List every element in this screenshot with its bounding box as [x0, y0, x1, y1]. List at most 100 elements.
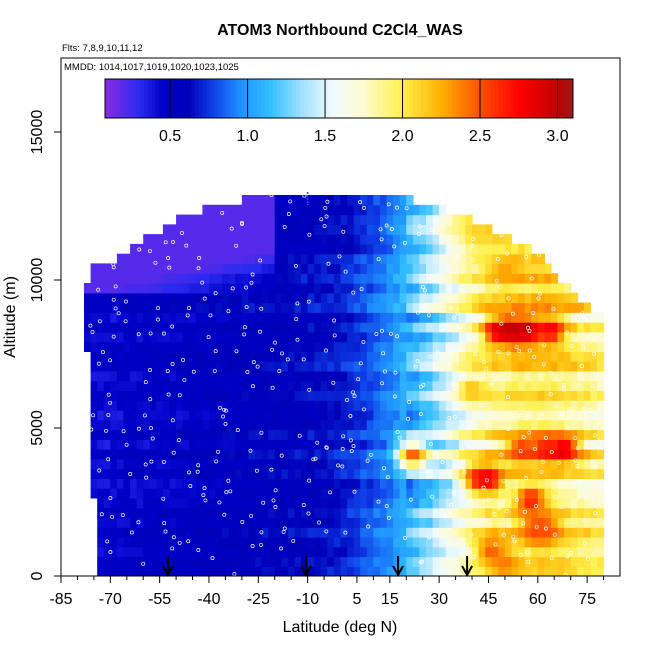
- sample-point: [356, 377, 361, 382]
- heat-cell: [340, 556, 348, 567]
- heat-cell: [504, 409, 513, 421]
- heat-cell: [511, 507, 519, 518]
- y-axis-label: Altitude (m): [2, 276, 19, 358]
- heat-cell: [419, 292, 427, 304]
- sample-point: [499, 233, 504, 238]
- heat-cell: [314, 204, 322, 216]
- colorbar-segment: [229, 79, 235, 118]
- heat-cell: [452, 507, 460, 518]
- heat-cell: [412, 507, 420, 518]
- heat-cell: [136, 497, 144, 509]
- heat-cell: [550, 331, 559, 343]
- heat-cell: [314, 224, 322, 235]
- sample-point: [568, 408, 573, 413]
- heat-cell: [550, 409, 559, 421]
- colorbar-segment: [385, 79, 391, 118]
- heat-cell: [189, 566, 197, 576]
- sample-point: [525, 550, 530, 555]
- heat-cell: [116, 468, 125, 479]
- sample-point: [208, 313, 213, 318]
- heat-cell: [550, 536, 559, 548]
- heat-cell: [412, 253, 420, 265]
- sample-point: [180, 230, 184, 235]
- heat-cell: [366, 195, 374, 206]
- heat-cell: [281, 458, 289, 470]
- heat-cell: [255, 253, 263, 265]
- heat-cell: [380, 507, 388, 518]
- sample-point: [143, 380, 148, 385]
- heat-cell: [590, 449, 598, 460]
- heat-cell: [550, 468, 559, 479]
- heat-cell: [393, 409, 401, 421]
- heat-cell: [491, 449, 499, 460]
- heat-cell: [274, 517, 282, 528]
- heat-cell: [373, 527, 381, 538]
- heat-cell: [307, 204, 315, 216]
- heat-cell: [583, 478, 591, 489]
- heat-cell: [228, 390, 236, 401]
- heat-cell: [261, 322, 269, 333]
- heat-cell: [320, 361, 328, 372]
- heat-cell: [130, 449, 138, 460]
- heat-cell: [103, 341, 111, 352]
- heat-cell: [327, 370, 335, 382]
- heat-cell: [478, 517, 486, 528]
- colorbar-segment: [112, 79, 118, 118]
- colorbar-segment: [307, 79, 313, 118]
- sample-point: [331, 380, 336, 385]
- heat-cell: [465, 468, 473, 479]
- heat-cell: [504, 556, 513, 567]
- heat-cell: [564, 458, 572, 470]
- sample-point: [171, 450, 176, 455]
- heat-cell: [399, 566, 407, 576]
- sample-point: [484, 478, 489, 483]
- heat-cell: [412, 292, 420, 304]
- heat-cell: [294, 419, 302, 431]
- heat-cell: [478, 546, 486, 558]
- heat-cell: [123, 331, 131, 343]
- heat-cell: [557, 488, 565, 499]
- heat-cell: [327, 224, 335, 235]
- heat-cell: [116, 419, 125, 431]
- sample-point: [452, 315, 457, 320]
- heat-cell: [97, 390, 105, 401]
- heat-cell: [97, 468, 105, 479]
- heat-cell: [583, 488, 591, 499]
- heat-cell: [268, 361, 276, 372]
- heat-cell: [537, 283, 545, 294]
- heat-cell: [524, 292, 532, 304]
- heat-cell: [360, 361, 368, 372]
- heat-cell: [373, 429, 381, 440]
- heat-cell: [182, 507, 190, 518]
- sample-point: [362, 206, 366, 210]
- heat-cell: [399, 361, 407, 372]
- heat-cell: [136, 292, 144, 304]
- heat-cell: [287, 517, 296, 528]
- sample-point: [521, 521, 526, 526]
- heat-cell: [583, 312, 591, 323]
- heat-cell: [235, 390, 243, 401]
- heat-cell: [564, 468, 572, 479]
- heat-cell: [294, 478, 302, 489]
- heat-cell: [472, 536, 480, 548]
- heat-cell: [386, 331, 394, 343]
- heat-cell: [248, 497, 256, 509]
- heat-cell: [386, 507, 394, 518]
- heat-cell: [511, 253, 519, 265]
- heat-cell: [399, 468, 407, 479]
- heat-cell: [162, 468, 171, 479]
- heat-cell: [143, 234, 151, 245]
- sample-point: [349, 449, 354, 454]
- heat-cell: [518, 263, 526, 274]
- colorbar-segment: [186, 79, 192, 118]
- heat-cell: [287, 263, 296, 274]
- heat-cell: [366, 546, 374, 558]
- colorbar-segment: [557, 79, 562, 118]
- heat-cell: [314, 341, 322, 352]
- heat-cell: [209, 370, 217, 382]
- heat-cell: [537, 439, 545, 450]
- heat-cell: [202, 312, 210, 323]
- heat-cell: [287, 556, 296, 567]
- heat-cell: [452, 341, 460, 352]
- heat-cell: [518, 556, 526, 567]
